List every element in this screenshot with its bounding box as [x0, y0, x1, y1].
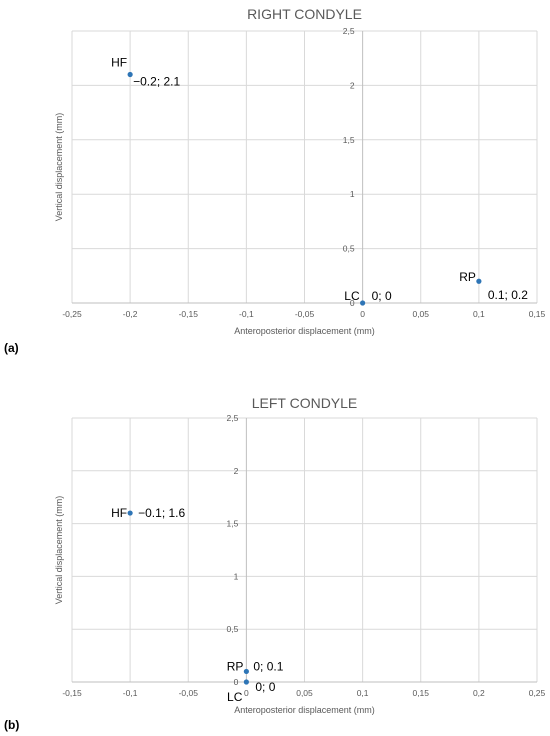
- x-tick-label: -0,15: [62, 688, 82, 698]
- y-tick-label: 1,5: [227, 519, 239, 529]
- point-name-label: LC: [227, 690, 243, 704]
- y-axis-label: Vertical displacement (mm): [54, 496, 64, 605]
- x-tick-label: 0,05: [296, 688, 313, 698]
- point-value-label: −0.1; 1.6: [138, 506, 185, 520]
- point-value-label: 0; 0: [372, 289, 392, 303]
- point-name-label: HF: [111, 506, 127, 520]
- left-condyle-chart: LEFT CONDYLE (b) Anteroposterior displac…: [4, 395, 546, 732]
- y-axis-label: Vertical displacement (mm): [54, 113, 64, 222]
- right-condyle-chart: RIGHT CONDYLE (a) Anteroposterior displa…: [4, 6, 546, 355]
- y-tick-label: 2: [234, 466, 239, 476]
- x-axis-label: Anteroposterior displacement (mm): [234, 326, 375, 336]
- x-axis-label: Anteroposterior displacement (mm): [234, 705, 375, 715]
- x-tick-label: 0,05: [412, 309, 429, 319]
- x-tick-label: 0,25: [529, 688, 546, 698]
- x-tick-label: -0,1: [123, 688, 138, 698]
- point-value-label: −0.2; 2.1: [133, 75, 180, 89]
- y-tick-label: 0,5: [227, 624, 239, 634]
- y-tick-label: 2,5: [227, 413, 239, 423]
- x-tick-label: 0,15: [412, 688, 429, 698]
- x-tick-label: -0,25: [62, 309, 82, 319]
- y-tick-label: 0: [234, 677, 239, 687]
- point-name-label: RP: [227, 659, 244, 673]
- data-point-rp: [243, 668, 249, 675]
- y-tick-label: 2: [350, 80, 355, 90]
- point-name-label: RP: [459, 270, 476, 284]
- point-value-label: 0; 0.1: [253, 659, 283, 673]
- x-tick-label: 0,1: [357, 688, 369, 698]
- gridlines: [71, 417, 538, 683]
- x-tick-label: 0,1: [473, 309, 485, 319]
- y-tick-label: 2,5: [343, 26, 355, 36]
- y-tick-label: 0: [350, 298, 355, 308]
- point-name-label: LC: [344, 289, 360, 303]
- data-point-lc: [360, 300, 366, 306]
- data-point-hf: [127, 71, 133, 78]
- x-tick-label: -0,15: [179, 309, 199, 319]
- panel-label: (a): [4, 341, 19, 355]
- x-tick-label: -0,2: [123, 309, 138, 319]
- y-tick-label: 1: [234, 571, 239, 581]
- chart-title: LEFT CONDYLE: [252, 395, 358, 411]
- point-value-label: 0.1; 0.2: [488, 288, 528, 302]
- point-name-label: HF: [111, 56, 127, 70]
- y-tick-label: 0,5: [343, 244, 355, 254]
- x-tick-label: 0,2: [473, 688, 485, 698]
- x-tick-label: -0,05: [295, 309, 315, 319]
- y-tick-label: 1: [350, 189, 355, 199]
- x-tick-label: -0,1: [239, 309, 254, 319]
- data-point-lc: [243, 679, 249, 685]
- point-value-label: 0; 0: [255, 680, 275, 694]
- x-tick-label: -0,05: [179, 688, 199, 698]
- x-tick-label: 0,15: [529, 309, 546, 319]
- x-tick-label: 0: [244, 688, 249, 698]
- y-tick-label: 1,5: [343, 135, 355, 145]
- gridlines: [71, 30, 538, 304]
- x-tick-label: 0: [360, 309, 365, 319]
- data-point-hf: [127, 510, 133, 516]
- panel-label: (b): [4, 718, 19, 732]
- chart-title: RIGHT CONDYLE: [247, 6, 362, 22]
- data-point-rp: [476, 278, 482, 284]
